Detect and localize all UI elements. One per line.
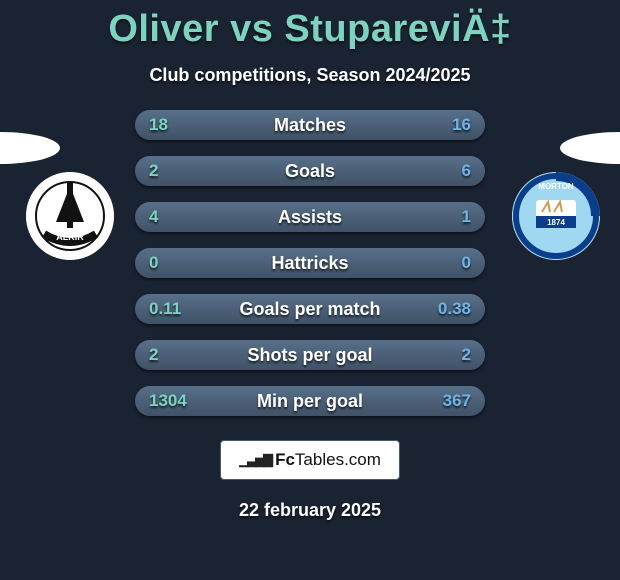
- bars-icon: ▁▃▅▇: [239, 452, 271, 468]
- accent-ellipse-left: [0, 132, 60, 164]
- stat-row: 2 Shots per goal 2: [135, 340, 485, 370]
- stat-label: Goals per match: [135, 294, 485, 324]
- stat-row: 0 Hattricks 0: [135, 248, 485, 278]
- stat-row: 0.11 Goals per match 0.38: [135, 294, 485, 324]
- accent-ellipse-right: [560, 132, 620, 164]
- stat-left-value: 2: [149, 340, 158, 370]
- stats-list: 18 Matches 16 2 Goals 6 4 Assists 1 0 Ha…: [135, 110, 485, 416]
- brand-text-bold: Fc: [275, 450, 295, 470]
- team-crest-left: ALKIR: [26, 172, 114, 260]
- stat-row: 1304 Min per goal 367: [135, 386, 485, 416]
- stat-label: Min per goal: [135, 386, 485, 416]
- page-subtitle: Club competitions, Season 2024/2025: [0, 65, 620, 86]
- footer-date: 22 february 2025: [0, 500, 620, 521]
- stat-left-value: 0.11: [149, 294, 181, 324]
- stat-row: 4 Assists 1: [135, 202, 485, 232]
- stat-label: Matches: [135, 110, 485, 140]
- stat-right-value: 16: [452, 110, 471, 140]
- stat-left-value: 2: [149, 156, 158, 186]
- stat-row: 18 Matches 16: [135, 110, 485, 140]
- stat-label: Goals: [135, 156, 485, 186]
- stat-right-value: 367: [443, 386, 471, 416]
- stat-right-value: 1: [462, 202, 471, 232]
- brand-badge: ▁▃▅▇ Fc Tables.com: [220, 440, 400, 480]
- stat-label: Assists: [135, 202, 485, 232]
- team-crest-right: MORTON 1874: [512, 172, 600, 260]
- stat-right-value: 6: [462, 156, 471, 186]
- svg-text:1874: 1874: [547, 218, 565, 227]
- comparison-panel: ALKIR MORTON 1874 18 Matches 16 2 Goals …: [0, 110, 620, 521]
- morton-crest-icon: MORTON 1874: [512, 172, 600, 260]
- stat-right-value: 0: [462, 248, 471, 278]
- brand-text: Tables.com: [295, 450, 381, 470]
- stat-right-value: 2: [462, 340, 471, 370]
- svg-text:MORTON: MORTON: [538, 182, 574, 191]
- stat-left-value: 18: [149, 110, 168, 140]
- stat-left-value: 1304: [149, 386, 187, 416]
- stat-right-value: 0.38: [438, 294, 471, 324]
- stat-left-value: 0: [149, 248, 158, 278]
- falkirk-crest-icon: ALKIR: [26, 172, 114, 260]
- stat-row: 2 Goals 6: [135, 156, 485, 186]
- stat-label: Hattricks: [135, 248, 485, 278]
- svg-text:ALKIR: ALKIR: [56, 232, 84, 242]
- page-title: Oliver vs StupareviÄ‡: [0, 0, 620, 51]
- stat-label: Shots per goal: [135, 340, 485, 370]
- stat-left-value: 4: [149, 202, 158, 232]
